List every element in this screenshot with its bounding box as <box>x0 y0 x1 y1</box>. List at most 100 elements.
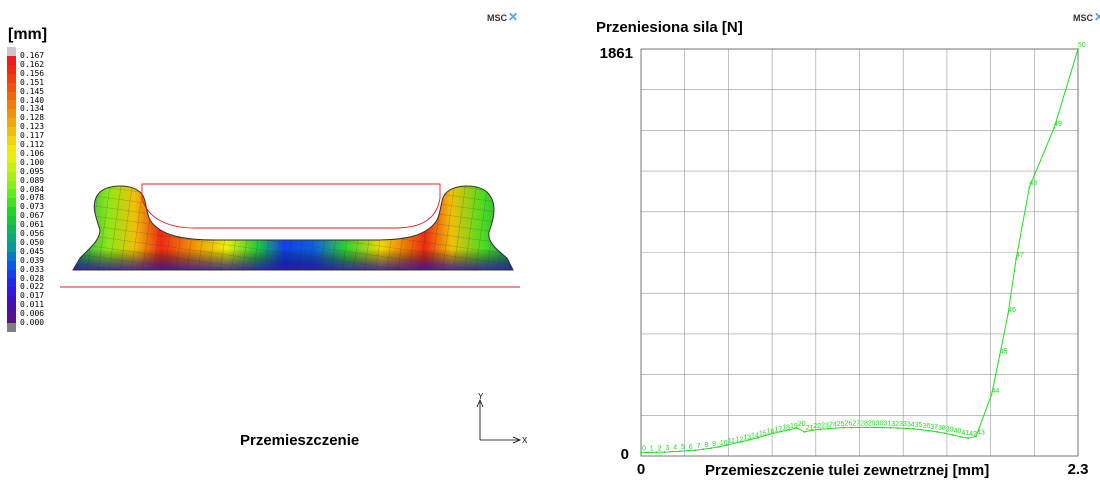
data-point-label: 19 <box>790 423 798 430</box>
msc-logo-left: MSC✕ <box>487 10 519 24</box>
legend-swatch <box>7 127 16 137</box>
y-tick-min: 0 <box>621 446 629 463</box>
legend-swatch <box>7 225 16 234</box>
data-point <box>718 445 720 448</box>
legend-swatch <box>7 314 16 323</box>
legend-value: 0.140 <box>20 95 45 105</box>
x-tick-min: 0 <box>637 461 645 478</box>
legend-unit-label: [mm] <box>8 26 48 43</box>
x-axis-letter: X <box>522 436 528 445</box>
legend-swatch <box>7 118 16 128</box>
legend-value: 0.145 <box>20 86 45 96</box>
data-point <box>788 428 790 431</box>
data-point <box>842 426 845 429</box>
legend-swatch <box>7 91 16 101</box>
msc-logo-icon: ✕ <box>508 10 519 24</box>
legend-swatch <box>7 322 16 332</box>
data-point <box>764 434 767 437</box>
data-point <box>943 432 946 435</box>
data-point <box>702 448 705 451</box>
legend-value: 0.123 <box>20 122 45 132</box>
data-point-label: 4 <box>673 445 677 452</box>
data-point <box>749 438 751 441</box>
data-point <box>1007 312 1009 315</box>
legend-swatch <box>7 305 16 315</box>
legend-swatch <box>7 198 16 208</box>
data-point-label: 21 <box>806 425 814 432</box>
data-point-label: 34 <box>907 421 915 428</box>
data-point-label: 35 <box>915 422 923 429</box>
legend-swatch <box>7 242 16 252</box>
legend-value: 0.134 <box>20 104 45 114</box>
data-point <box>655 451 658 454</box>
data-point <box>975 435 977 438</box>
legend-value: 0.022 <box>20 282 45 292</box>
data-point-label: 50 <box>1078 42 1086 49</box>
data-point-label: 23 <box>821 422 829 429</box>
data-point <box>951 434 954 436</box>
legend-value: 0.156 <box>20 68 45 78</box>
data-point <box>733 442 736 445</box>
data-point <box>889 426 892 429</box>
data-point-label: 28 <box>860 420 868 427</box>
data-point-label: 37 <box>930 424 938 431</box>
data-point <box>795 427 798 429</box>
legend-swatch <box>7 82 16 92</box>
data-point-label: 2 <box>658 445 662 452</box>
legend-value: 0.050 <box>20 237 45 247</box>
data-point-label: 42 <box>969 431 977 438</box>
data-point-label: 47 <box>1016 252 1024 259</box>
legend-swatch <box>7 109 16 119</box>
legend-value: 0.073 <box>20 202 45 212</box>
data-point <box>819 428 822 431</box>
data-point-label: 36 <box>922 423 930 430</box>
data-point <box>959 435 962 438</box>
data-point-label: 46 <box>1008 307 1016 314</box>
y-tick-max: 1861 <box>600 45 633 62</box>
data-point-label: 44 <box>992 388 1000 395</box>
legend-value: 0.006 <box>20 309 45 319</box>
data-point-label: 43 <box>977 429 985 436</box>
data-point-label: 0 <box>642 446 646 453</box>
legend-swatch <box>7 73 16 83</box>
legend-swatch <box>7 287 16 297</box>
x-axis-title: Przemieszczenie tulei zewnetrznej [mm] <box>705 462 990 479</box>
data-point <box>663 451 666 453</box>
data-point <box>897 427 899 429</box>
data-point-label: 9 <box>712 441 716 448</box>
chart-grid <box>641 49 1078 456</box>
y-axis-letter: Y <box>478 392 484 401</box>
legend-value: 0.151 <box>20 77 45 87</box>
legend-swatch <box>7 55 16 65</box>
data-point-label: 7 <box>697 443 701 450</box>
legend-value: 0.162 <box>20 59 45 69</box>
legend-value: 0.056 <box>20 229 45 238</box>
legend-swatch <box>7 269 16 279</box>
legend-value: 0.067 <box>20 211 45 221</box>
data-point <box>1028 186 1031 188</box>
data-point <box>904 427 907 430</box>
data-point-label: 30 <box>876 420 884 427</box>
data-point-label: 24 <box>829 422 837 429</box>
data-point-label: 33 <box>899 421 907 428</box>
data-point <box>1015 258 1017 261</box>
data-point-label: 8 <box>704 442 708 449</box>
legend-value: 0.089 <box>20 175 45 185</box>
legend-value: 0.095 <box>20 166 45 176</box>
legend-swatch <box>7 180 16 190</box>
data-point <box>873 426 876 429</box>
legend-value: 0.112 <box>20 140 45 149</box>
legend-swatch <box>7 260 16 270</box>
data-point <box>741 440 744 443</box>
legend-value: 0.061 <box>20 220 45 230</box>
data-point-label: 13 <box>743 435 751 442</box>
data-point <box>647 451 650 454</box>
data-point <box>640 451 642 454</box>
data-point <box>1077 48 1079 50</box>
data-point-label: 22 <box>813 423 821 430</box>
data-point <box>834 427 837 429</box>
data-point-label: 3 <box>665 445 669 452</box>
legend-swatch <box>7 171 16 181</box>
legend-value: 0.167 <box>20 51 45 60</box>
